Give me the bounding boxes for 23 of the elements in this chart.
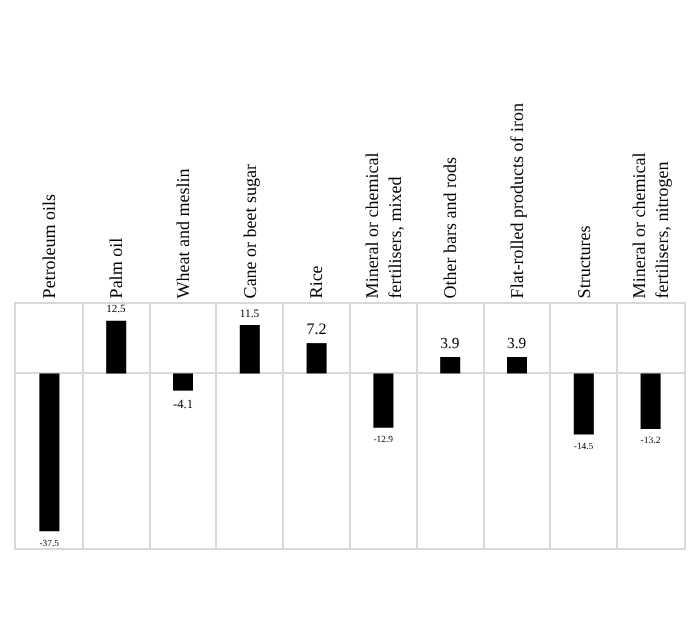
x-tick-label: Flat-rolled products of iron xyxy=(506,101,527,299)
bar xyxy=(506,357,528,374)
x-tick-label: Other bars and rods xyxy=(440,155,461,299)
bar xyxy=(106,320,127,374)
x-tick-label: Petroleum oils xyxy=(39,192,60,299)
x-tick-label: Cane or beet sugar xyxy=(239,163,260,299)
x-tick-label: Structures xyxy=(573,224,594,299)
bar xyxy=(573,373,594,435)
x-tick-label: Rice xyxy=(306,265,327,299)
bar xyxy=(440,357,461,374)
data-label: 3.9 xyxy=(440,333,460,352)
bar xyxy=(239,325,260,374)
bar xyxy=(172,373,194,391)
x-tick-label: Mineral or chemical fertilisers, mixed xyxy=(361,151,405,299)
x-tick-label: Wheat and meslin xyxy=(172,167,193,299)
data-label: 3.9 xyxy=(507,333,527,352)
bar xyxy=(373,373,394,428)
bar xyxy=(640,373,661,429)
bar xyxy=(306,343,327,374)
data-label: 7.2 xyxy=(306,319,327,338)
x-tick-label: Mineral or chemical fertilisers, nitrogen xyxy=(628,151,673,299)
bar xyxy=(39,373,60,532)
x-tick-label: Palm oil xyxy=(106,236,127,299)
